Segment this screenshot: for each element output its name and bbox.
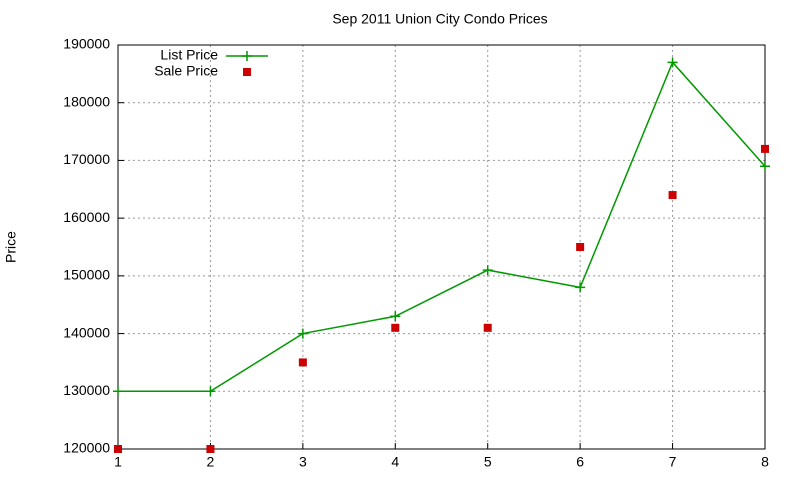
y-tick-label: 120000 bbox=[63, 440, 110, 456]
point bbox=[114, 445, 122, 453]
x-tick-label: 7 bbox=[669, 454, 677, 470]
point bbox=[483, 323, 492, 332]
x-tick-label: 2 bbox=[207, 454, 215, 470]
point bbox=[482, 265, 493, 276]
plot-border bbox=[117, 44, 766, 450]
point bbox=[575, 282, 586, 293]
point bbox=[760, 161, 770, 172]
y-tick-label: 160000 bbox=[63, 209, 110, 225]
point bbox=[391, 323, 400, 332]
y-tick-label: 130000 bbox=[63, 382, 110, 398]
point bbox=[761, 144, 769, 153]
point bbox=[576, 243, 585, 251]
point bbox=[113, 386, 123, 397]
y-tick-label: 170000 bbox=[63, 151, 110, 167]
y-tick-label: 140000 bbox=[63, 324, 110, 340]
point bbox=[297, 328, 308, 339]
x-tick-label: 8 bbox=[761, 454, 769, 470]
point bbox=[298, 358, 307, 367]
legend-marker bbox=[242, 51, 252, 61]
x-tick-label: 5 bbox=[484, 454, 492, 470]
point bbox=[205, 386, 216, 397]
x-tick-label: 3 bbox=[299, 454, 307, 470]
y-axis-label: Price bbox=[3, 231, 19, 263]
y-tick-label: 180000 bbox=[63, 93, 110, 109]
point bbox=[667, 57, 678, 68]
x-tick-label: 4 bbox=[391, 454, 399, 470]
point bbox=[390, 311, 401, 322]
x-tick-label: 1 bbox=[114, 454, 122, 470]
y-tick-label: 190000 bbox=[63, 36, 110, 52]
legend-label: Sale Price bbox=[154, 63, 218, 79]
legend-marker bbox=[243, 68, 251, 76]
y-tick-label: 150000 bbox=[63, 267, 110, 283]
legend-label: List Price bbox=[160, 47, 218, 63]
x-tick-label: 6 bbox=[576, 454, 584, 470]
point bbox=[206, 445, 215, 453]
chart-title: Sep 2011 Union City Condo Prices bbox=[332, 11, 547, 27]
point bbox=[668, 191, 677, 200]
series-line bbox=[118, 60, 766, 393]
